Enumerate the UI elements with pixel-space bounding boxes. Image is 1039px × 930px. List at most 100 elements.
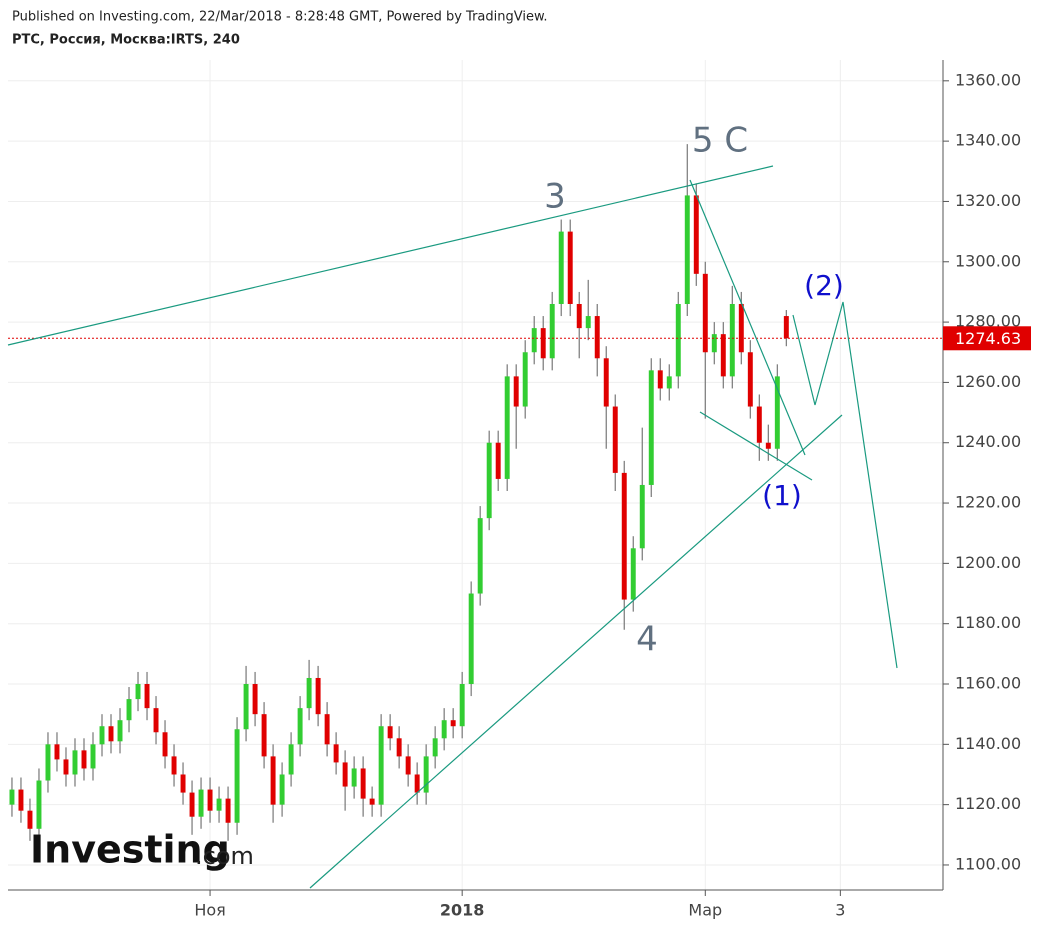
candle-body [387, 726, 393, 739]
candle-body [774, 376, 780, 449]
candle-body [414, 774, 420, 793]
candle-body [342, 762, 348, 787]
candle-body [207, 789, 213, 811]
candle-body [324, 714, 330, 745]
last-price-label: 1274.63 [955, 329, 1021, 348]
candle-body [711, 334, 717, 353]
candle-body [180, 774, 186, 793]
candle-body [576, 303, 582, 329]
candle-body [459, 684, 465, 727]
published-note: Published on Investing.com, 22/Mar/2018 … [12, 10, 548, 25]
candle-body [198, 789, 204, 817]
candle-body [468, 593, 474, 685]
candle-body [639, 484, 645, 549]
candle-body [783, 316, 789, 339]
candle-body [225, 798, 231, 823]
candle-body [63, 759, 69, 775]
candle-body [306, 677, 312, 709]
candle-body [171, 756, 177, 775]
candle-body [432, 738, 438, 757]
candle-body [630, 548, 636, 600]
wave-annotation: (1) [762, 479, 802, 512]
y-tick-label: 1120.00 [955, 794, 1021, 813]
candle-body [261, 714, 267, 757]
candle-body [405, 756, 411, 775]
x-tick-label: 2018 [440, 901, 485, 920]
candle-body [108, 726, 114, 742]
wave-annotation: (2) [804, 269, 844, 302]
candle-body [549, 303, 555, 359]
candle-body [297, 708, 303, 745]
candle-body [18, 789, 24, 811]
x-tick-label: 3 [835, 901, 845, 920]
candle-body [90, 744, 96, 769]
candle-body [567, 231, 573, 304]
candle-body [621, 472, 627, 600]
candle-body [486, 442, 492, 519]
candle-body [153, 708, 159, 733]
candle-body [351, 768, 357, 787]
candle-body [333, 744, 339, 763]
candle-body [648, 370, 654, 485]
candle-body [252, 684, 258, 715]
candle-body [495, 442, 501, 479]
wave-line [689, 179, 806, 456]
candle-body [9, 789, 15, 805]
y-tick-label: 1240.00 [955, 432, 1021, 451]
candle-body [693, 195, 699, 274]
candle-body [135, 684, 141, 700]
candle-body [27, 810, 33, 829]
candle-body [702, 273, 708, 353]
candle-body [729, 303, 735, 377]
logo: Investing .com [30, 828, 254, 872]
y-tick-label: 1340.00 [955, 131, 1021, 150]
candle-body [522, 352, 528, 407]
wave-annotation: 3 [544, 177, 566, 217]
candle-body [684, 195, 690, 304]
x-tick-label: Мар [688, 901, 722, 920]
candle-body [720, 334, 726, 377]
candle-body [117, 720, 123, 742]
candle-body [504, 376, 510, 479]
candle-body [315, 677, 321, 715]
y-tick-label: 1360.00 [955, 70, 1021, 89]
candle-body [99, 726, 105, 745]
candle-body [423, 756, 429, 793]
candle-body [450, 720, 456, 727]
candle-body [585, 316, 591, 329]
y-tick-label: 1200.00 [955, 553, 1021, 572]
candle-body [558, 231, 564, 304]
candle-body [396, 738, 402, 757]
logo-brand: Investing [30, 828, 230, 872]
candle-body [666, 376, 672, 389]
candle-body [72, 750, 78, 775]
candle-body [603, 358, 609, 407]
candle-body [675, 303, 681, 377]
wave-line [699, 411, 813, 481]
candle-body [243, 684, 249, 730]
candle-body [747, 352, 753, 407]
last-price-box [943, 326, 1031, 351]
wave-annotation: 4 [636, 620, 658, 660]
symbol: РТС, Россия, Москва:IRTS, 240 [12, 33, 240, 48]
candle-body [765, 442, 771, 449]
y-tick-label: 1320.00 [955, 191, 1021, 210]
candle-body [756, 406, 762, 443]
candle-body [189, 792, 195, 817]
candle-body [288, 744, 294, 775]
y-tick-label: 1220.00 [955, 493, 1021, 512]
logo-suffix: .com [195, 842, 254, 870]
candle-body [360, 768, 366, 799]
candle-body [441, 720, 447, 739]
candle-body [162, 732, 168, 757]
trend-lines [7, 165, 898, 889]
candle-body [594, 316, 600, 359]
plot-area [8, 60, 943, 890]
projection-line [792, 301, 898, 669]
candle-body [234, 729, 240, 823]
y-tick-label: 1140.00 [955, 734, 1021, 753]
candle-body [45, 744, 51, 781]
y-tick-label: 1180.00 [955, 613, 1021, 632]
candle-body [54, 744, 60, 760]
y-tick-label: 1100.00 [955, 854, 1021, 873]
